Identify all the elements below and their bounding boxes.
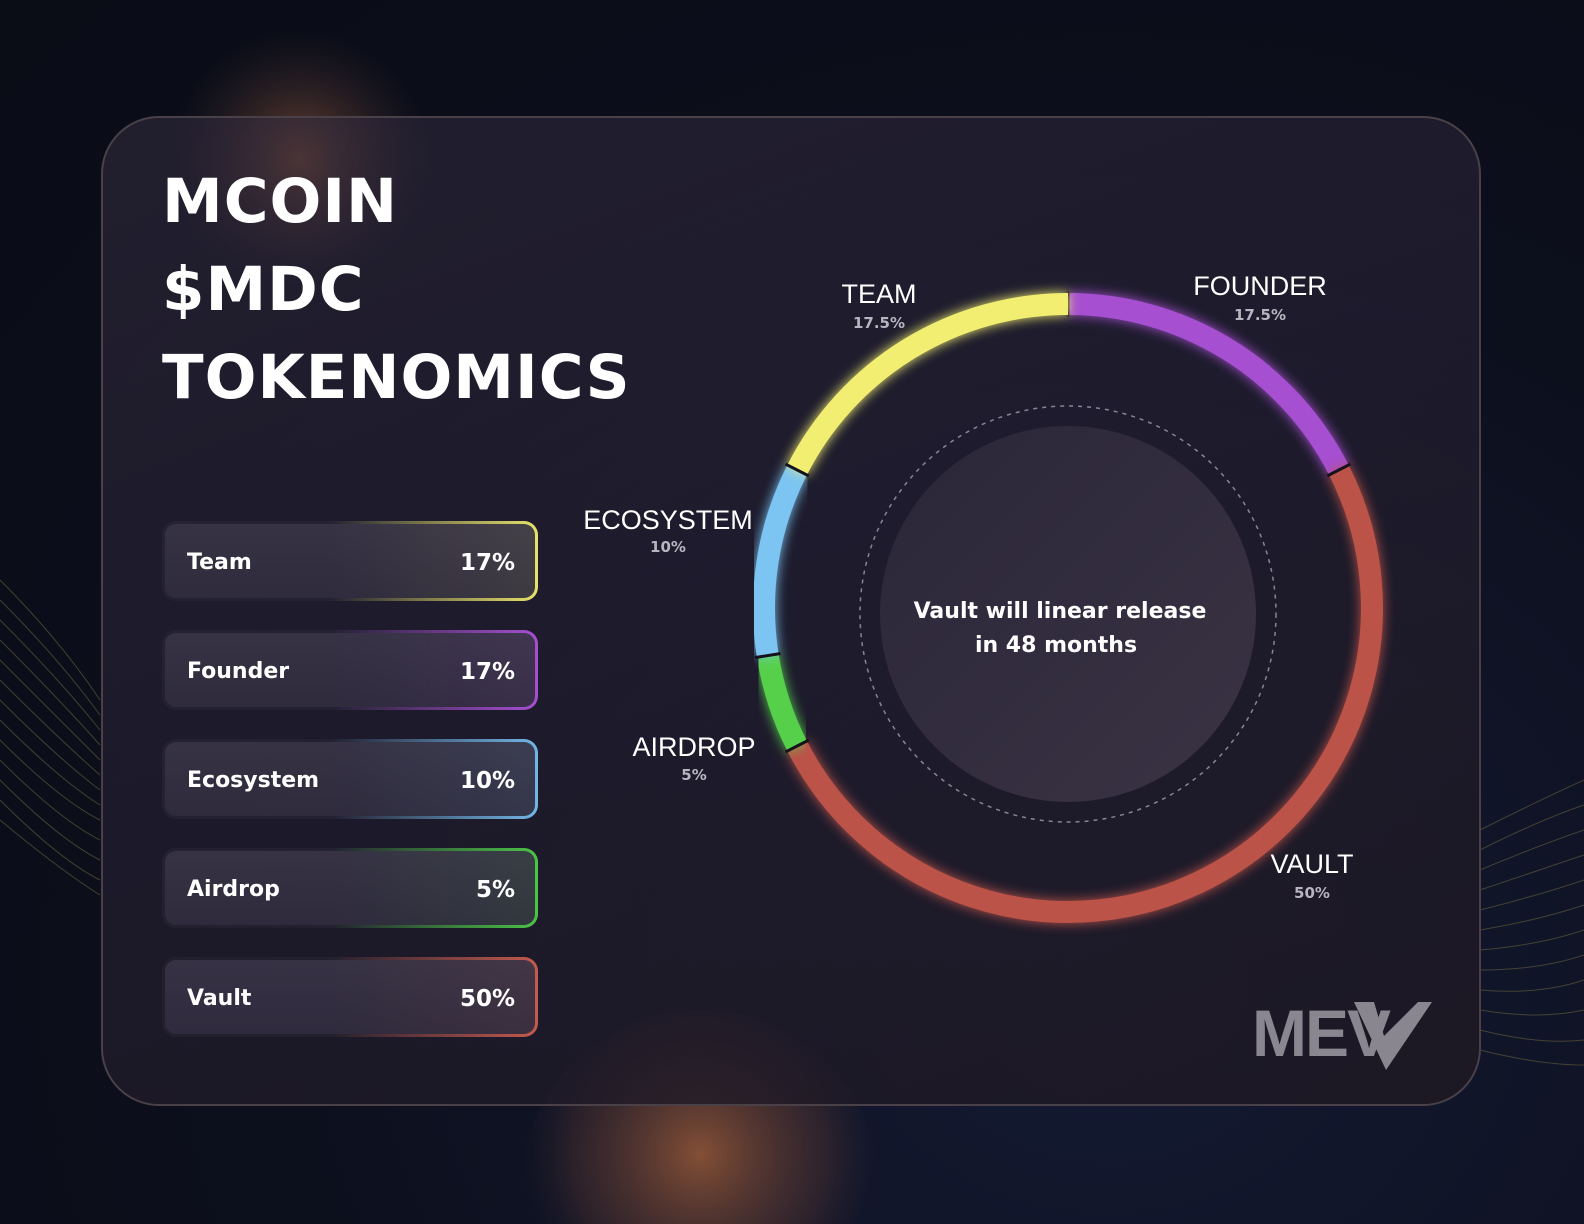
legend-label: Team — [187, 550, 252, 575]
title-line-coin: MCOIN — [162, 166, 399, 237]
slice-label-team: TEAM — [841, 279, 916, 309]
inner-dashed-ring — [859, 405, 1277, 823]
slice-vault — [787, 465, 1383, 923]
slice-separator — [784, 462, 810, 478]
legend-item-team: Team 17% — [162, 521, 538, 601]
title-line-ticker: $MDC — [162, 254, 365, 325]
logo-v-mark — [1354, 1002, 1432, 1070]
legend-item-vault: Vault 50% — [162, 957, 538, 1037]
page-title: MCOIN $MDC TOKENOMICS — [162, 158, 631, 422]
legend-label: Vault — [187, 986, 252, 1011]
legend-label: Founder — [187, 659, 290, 684]
mesh-right — [1479, 779, 1584, 1066]
slice-value-airdrop: 5% — [681, 766, 706, 784]
slice-founder — [1067, 293, 1349, 475]
mev-logo: MEV — [1252, 1000, 1432, 1070]
center-text-line-1: Vault will linear release — [914, 599, 1207, 624]
center-text-line-2: in 48 months — [975, 633, 1137, 658]
inner-disc — [880, 426, 1256, 802]
mesh-left — [0, 579, 101, 896]
legend-item-founder: Founder 17% — [162, 630, 538, 710]
slice-labels: FOUNDER 17.5% VAULT 50% AIRDROP 5% ECOSYSTEM 10… — [583, 271, 1353, 902]
legend-value: 50% — [459, 986, 515, 1012]
slice-team — [787, 293, 1069, 475]
slice-value-ecosystem: 10% — [650, 538, 686, 556]
slice-value-team: 17.5% — [853, 314, 905, 332]
slice-label-founder: FOUNDER — [1193, 271, 1327, 301]
legend-value: 17% — [459, 550, 515, 576]
slice-label-ecosystem: ECOSYSTEM — [583, 505, 753, 535]
slice-value-founder: 17.5% — [1234, 306, 1286, 324]
slice-label-airdrop: AIRDROP — [632, 732, 755, 762]
slice-label-vault: VAULT — [1270, 849, 1353, 879]
legend-label: Ecosystem — [187, 768, 320, 793]
legend-item-ecosystem: Ecosystem 10% — [162, 739, 538, 819]
slice-airdrop — [756, 653, 808, 752]
legend-item-airdrop: Airdrop 5% — [162, 848, 538, 928]
slice-separator — [754, 652, 781, 660]
legend-label: Airdrop — [187, 877, 280, 902]
donut-slices — [753, 291, 1383, 923]
legend-value: 10% — [459, 768, 515, 794]
slice-separator — [1326, 462, 1352, 478]
legend-value: 5% — [475, 877, 515, 903]
title-line-tokenomics: TOKENOMICS — [162, 342, 631, 413]
slice-separator — [784, 738, 810, 754]
legend-value: 17% — [459, 659, 515, 685]
slice-value-vault: 50% — [1294, 884, 1330, 902]
slice-ecosystem — [753, 464, 807, 658]
